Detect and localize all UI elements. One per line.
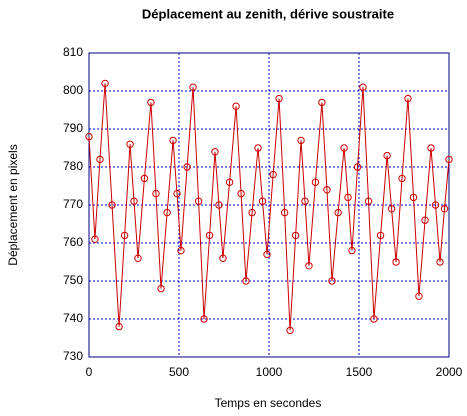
data-point: [211, 148, 219, 156]
data-point: [370, 315, 378, 323]
data-point: [169, 136, 177, 145]
data-point: [115, 322, 123, 331]
x-tick-label: 500: [169, 365, 189, 379]
data-point: [163, 208, 171, 217]
data-point: [183, 163, 191, 171]
data-point: [263, 250, 271, 259]
x-tick-label: 2000: [436, 365, 463, 379]
data-point: [409, 193, 418, 202]
data-point: [126, 140, 134, 148]
data-point: [334, 208, 342, 217]
data-point: [237, 189, 245, 198]
data-point: [130, 197, 138, 205]
data-point: [120, 231, 129, 240]
data-point: [134, 254, 142, 262]
data-point: [427, 144, 435, 152]
x-axis-label: Temps en secondes: [215, 396, 322, 410]
data-point: [215, 201, 223, 209]
y-tick-label: 750: [63, 273, 83, 287]
data-point: [364, 197, 373, 205]
plot-frame: [88, 52, 450, 358]
data-point: [189, 83, 197, 91]
data-point: [301, 197, 309, 205]
x-tick-label: 0: [86, 365, 93, 379]
y-tick-label: 780: [63, 159, 83, 173]
data-point: [173, 189, 181, 198]
data-point: [194, 197, 203, 205]
y-axis-label: Déplacement en pixels: [6, 144, 20, 265]
data-point: [232, 102, 240, 110]
data-point: [348, 246, 356, 255]
data-point: [258, 197, 267, 205]
data-point: [248, 208, 256, 217]
y-tick-label: 760: [63, 235, 83, 249]
data-point: [242, 277, 250, 285]
data-point: [91, 235, 99, 243]
data-point: [436, 258, 444, 266]
data-point: [140, 174, 149, 183]
data-point: [101, 79, 109, 88]
x-tick-label: 1500: [346, 365, 373, 379]
data-point: [85, 132, 93, 141]
data-point: [344, 193, 352, 202]
data-point: [297, 136, 305, 145]
y-tick-label: 810: [63, 45, 83, 59]
data-point: [421, 216, 429, 224]
y-tick-label: 740: [63, 311, 83, 325]
data-point: [431, 201, 440, 209]
data-point: [291, 231, 300, 240]
data-point: [225, 178, 234, 186]
data-point: [311, 178, 320, 186]
data-point: [152, 189, 160, 198]
data-point: [392, 258, 400, 266]
y-tick-label: 770: [63, 197, 83, 211]
data-point: [328, 277, 336, 285]
data-point: [398, 174, 406, 183]
data-point: [177, 246, 185, 255]
data-point: [219, 254, 227, 262]
data-point: [205, 231, 214, 240]
chart-title: Déplacement au zenith, dérive soustraite: [142, 6, 394, 21]
data-line: [88, 83, 450, 331]
data-point: [440, 205, 449, 213]
data-point: [280, 208, 289, 217]
data-point: [157, 284, 165, 293]
data-point: [383, 151, 391, 160]
data-point: [200, 315, 208, 323]
data-point: [269, 170, 277, 179]
data-point: [387, 205, 396, 213]
data-point: [376, 231, 385, 240]
data-point: [340, 144, 348, 152]
data-point: [353, 163, 362, 171]
data-point: [254, 144, 262, 152]
data-point: [147, 98, 155, 107]
data-point: [359, 83, 367, 91]
data-point: [318, 98, 326, 107]
data-point: [445, 155, 453, 164]
x-tick-label: 1000: [256, 365, 283, 379]
data-point: [275, 94, 283, 103]
data-point: [305, 262, 313, 270]
data-point: [108, 201, 116, 209]
y-tick-label: 800: [63, 83, 83, 97]
data-point: [96, 155, 104, 164]
y-tick-label: 790: [63, 121, 83, 135]
data-point: [404, 94, 412, 103]
data-point: [415, 292, 423, 300]
y-tick-label: 730: [63, 349, 83, 363]
data-point: [323, 186, 331, 194]
data-point: [286, 326, 294, 335]
